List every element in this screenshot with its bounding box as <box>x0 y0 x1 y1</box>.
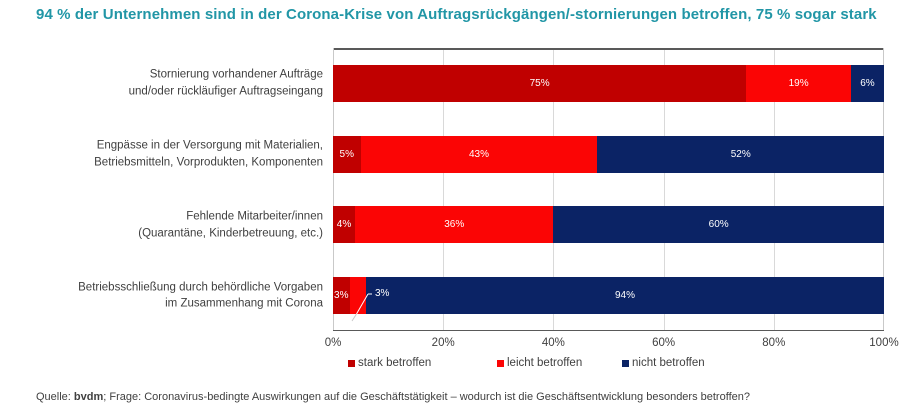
bar-segment-stark: 3% <box>333 277 350 315</box>
gridline <box>663 50 665 330</box>
callout-value-label: 3% <box>375 288 390 300</box>
value-label: 5% <box>339 148 354 160</box>
legend-label: leicht betroffen <box>507 357 583 369</box>
plot-border-right <box>883 48 884 331</box>
legend-swatch-icon <box>348 359 355 367</box>
x-tick-label: 80% <box>762 337 786 349</box>
value-label: 60% <box>708 219 729 231</box>
bar-segment-stark: 4% <box>333 206 356 244</box>
bar-segment-nicht: 6% <box>850 64 884 102</box>
value-label: 6% <box>860 77 875 89</box>
bar-row: 5% 43% 52% <box>333 135 884 173</box>
value-label: 4% <box>336 219 352 231</box>
x-tick-label: 60% <box>652 337 676 349</box>
x-tick-label: 0% <box>324 337 342 349</box>
bar-segment-leicht: 19% <box>746 64 851 102</box>
legend-item: stark betroffen <box>348 357 431 369</box>
bar-segment-stark: 5% <box>333 135 361 173</box>
x-axis-line <box>333 330 884 331</box>
x-tick-label: 100% <box>869 337 899 349</box>
category-label: Engpässe in der Versorgung mit Materiali… <box>94 139 323 169</box>
x-tick-label: 20% <box>431 337 455 349</box>
category-label: Fehlende Mitarbeiter/innen (Quarantäne, … <box>138 210 323 239</box>
legend-label: nicht betroffen <box>632 357 705 369</box>
value-label: 19% <box>788 77 809 89</box>
bar-segment-nicht: 94% <box>366 277 884 315</box>
bar-row: 3% 94% 3% <box>333 277 884 322</box>
source-rest: ; Frage: Coronavirus-bedingte Auswirkung… <box>103 391 750 403</box>
bar-segment-nicht: 52% <box>597 135 884 173</box>
legend-swatch-icon <box>497 359 504 367</box>
value-label: 52% <box>730 148 751 160</box>
legend-item: leicht betroffen <box>497 357 582 369</box>
x-tick-label: 40% <box>541 337 565 349</box>
source-prefix: Quelle: <box>36 391 74 403</box>
plot-border-left <box>333 48 334 331</box>
bar-row: 75% 19% 6% <box>333 64 884 102</box>
bar-row: 4% 36% 60% <box>333 206 884 244</box>
value-label: 36% <box>444 219 465 231</box>
bar-segment-leicht <box>349 277 367 315</box>
bar-segment-leicht: 36% <box>355 206 554 244</box>
value-label: 75% <box>529 77 550 89</box>
chart-title: 94 % der Unternehmen sind in der Corona-… <box>36 6 877 23</box>
bar-segment-nicht: 60% <box>553 206 884 244</box>
legend-swatch-icon <box>622 359 629 367</box>
value-label: 94% <box>614 290 635 302</box>
gridline <box>773 50 775 330</box>
bar-segment-leicht: 43% <box>360 135 598 173</box>
gridline <box>443 50 445 330</box>
bar-segment-stark: 75% <box>333 64 747 102</box>
value-label: 43% <box>469 148 490 160</box>
gridline <box>553 50 555 330</box>
category-label: Stornierung vorhandener Aufträge und/ode… <box>128 68 323 98</box>
plot-area: 75% 19% 6% 5% 43% 52% 4% 36% 60% 3% 94% 3% <box>333 48 884 331</box>
source-name: bvdm <box>73 391 104 403</box>
plot-border-top <box>333 48 884 50</box>
legend-item: nicht betroffen <box>622 357 705 369</box>
value-label: 3% <box>334 290 349 302</box>
source-note: Quelle: bvdm; Frage: Coronavirus-bedingt… <box>36 391 896 403</box>
legend-label: stark betroffen <box>358 357 432 369</box>
category-label: Betriebsschließung durch behördliche Vor… <box>78 280 323 310</box>
